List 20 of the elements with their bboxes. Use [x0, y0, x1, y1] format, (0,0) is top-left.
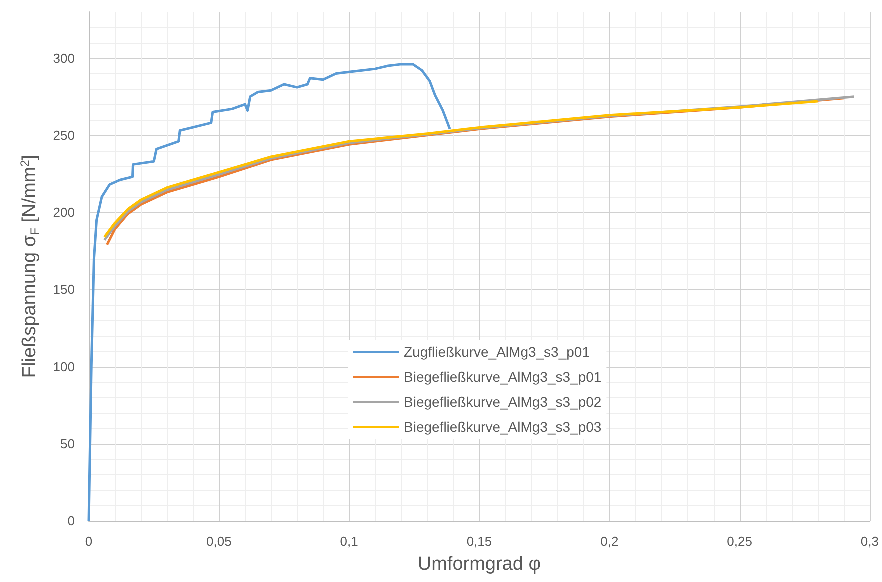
y-tick-label: 250	[53, 128, 75, 143]
x-tick-label: 0	[85, 534, 93, 549]
y-tick-label: 200	[53, 205, 75, 220]
y-tick-label: 100	[53, 359, 75, 374]
x-axis-title: Umformgrad φ	[418, 554, 542, 575]
legend-label: Zugfließkurve_AlMg3_s3_p01	[404, 344, 590, 360]
y-tick-label: 150	[53, 282, 75, 298]
x-tick-label: 0,3	[860, 534, 880, 549]
legend-label: Biegefließkurve_AlMg3_s3_p02	[404, 394, 602, 410]
y-axis-title: Fließspannung σF [N/mm2]	[18, 154, 42, 378]
legend-label: Biegefließkurve_AlMg3_s3_p03	[404, 419, 602, 435]
y-tick-label: 300	[53, 50, 75, 66]
x-tick-label: 0,25	[727, 534, 752, 549]
y-tick-label: 50	[60, 436, 75, 452]
x-tick-label: 0,05	[206, 534, 232, 549]
x-tick-label: 0,15	[466, 534, 492, 549]
y-tick-label: 0	[68, 514, 75, 528]
x-tick-label: 0,1	[340, 534, 358, 549]
legend-label: Biegefließkurve_AlMg3_s3_p01	[404, 369, 602, 385]
x-tick-label: 0,2	[600, 534, 619, 549]
